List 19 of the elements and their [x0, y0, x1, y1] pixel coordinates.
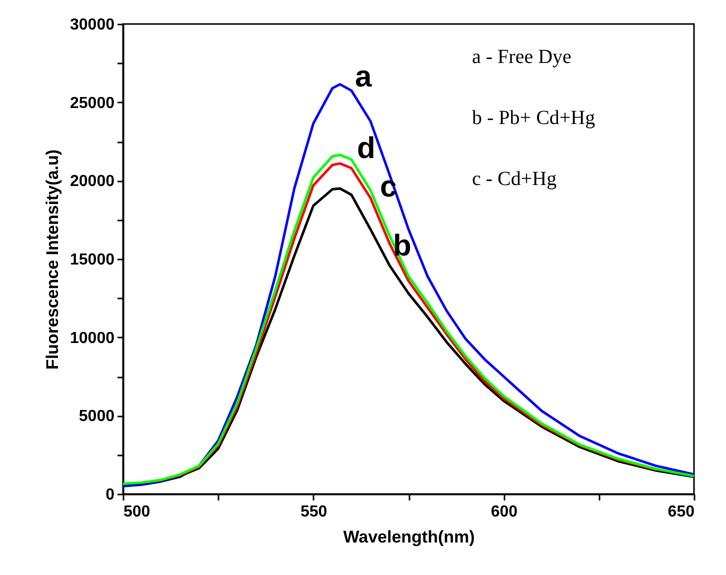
annotation: c - Cd+Hg: [472, 168, 557, 190]
x-axis-title: Wavelength(nm): [343, 528, 475, 546]
y-tick-label: 15000: [70, 252, 115, 268]
x-tick-label: 600: [490, 504, 518, 520]
y-tick-label: 5000: [78, 408, 115, 426]
y-tick-label: 0: [106, 486, 115, 504]
series-label: d: [356, 132, 376, 165]
x-tick-label: 550: [300, 504, 328, 520]
annotation: b - Pb+ Cd+Hg: [472, 107, 596, 129]
annotation: a - Free Dye: [472, 46, 572, 68]
series-label: a: [354, 60, 372, 94]
y-tick-label: 10000: [70, 330, 115, 347]
series-label: b: [392, 230, 412, 262]
y-axis-title: Fluorescence Intensity(a.u): [43, 149, 62, 370]
x-tick-label: 500: [124, 504, 150, 520]
y-tick-label: 30000: [70, 16, 115, 34]
y-tick-label: 25000: [70, 94, 115, 112]
y-tick-label: 20000: [70, 173, 115, 190]
x-tick-label: 650: [668, 504, 695, 520]
